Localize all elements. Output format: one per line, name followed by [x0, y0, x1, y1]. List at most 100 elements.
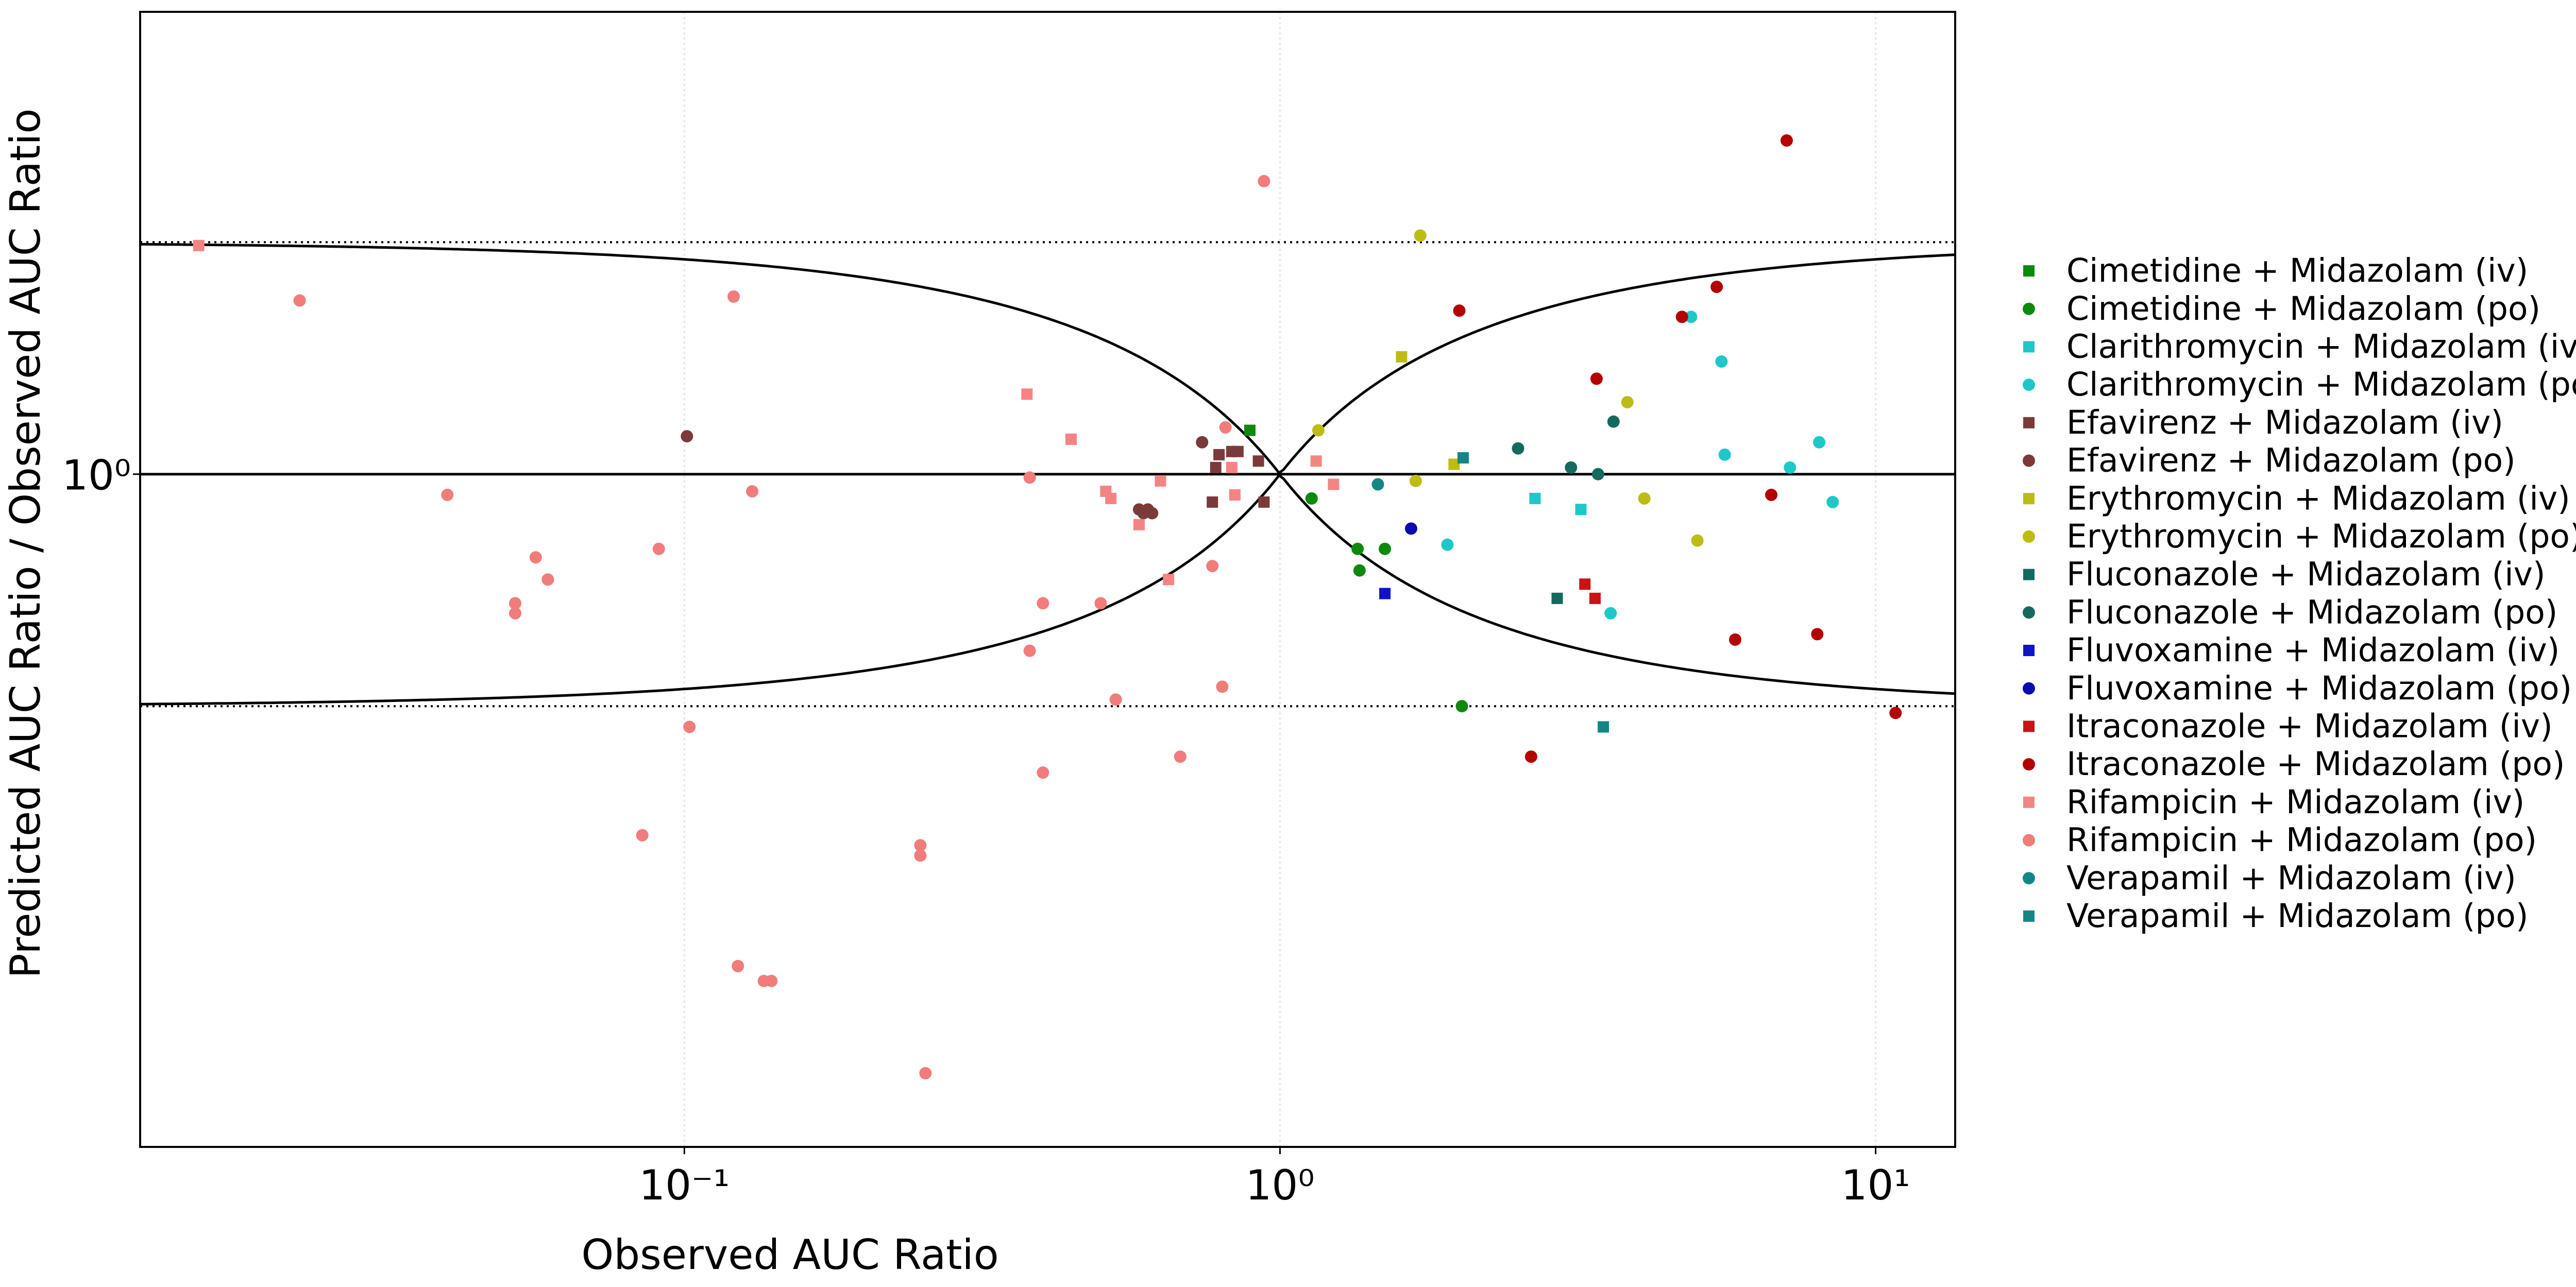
- point: [1258, 175, 1270, 187]
- point: [1529, 492, 1541, 504]
- x-tick-label: 10⁰: [1246, 1161, 1315, 1209]
- legend-marker: [2023, 493, 2035, 505]
- point: [1512, 442, 1524, 455]
- point: [1441, 538, 1454, 551]
- x-tick-label: 10¹: [1841, 1161, 1910, 1209]
- guest-curve: [140, 473, 1956, 706]
- legend-label: Verapamil + Midazolam (iv): [2066, 859, 2516, 897]
- point: [732, 959, 744, 972]
- legend-marker: [2023, 872, 2035, 885]
- point: [293, 294, 306, 307]
- point: [1718, 448, 1731, 461]
- legend-marker: [2023, 645, 2035, 656]
- point: [1575, 504, 1587, 516]
- y-axis-label: Predicted AUC Ratio / Observed AUC Ratio: [2, 108, 49, 978]
- point: [193, 239, 205, 251]
- legend-label: Erythromycin + Midazolam (iv): [2066, 479, 2570, 517]
- point: [1351, 542, 1364, 555]
- point: [1813, 436, 1826, 449]
- point: [1312, 424, 1325, 437]
- point: [1551, 592, 1563, 604]
- point: [1590, 372, 1603, 385]
- point: [1811, 628, 1824, 641]
- point: [1226, 461, 1238, 473]
- point: [1455, 700, 1468, 713]
- point: [914, 839, 927, 852]
- y-tick-label: 10⁰: [62, 452, 131, 500]
- point: [1229, 489, 1241, 501]
- point: [509, 597, 521, 610]
- legend-marker: [2023, 834, 2035, 847]
- point: [1244, 424, 1256, 436]
- point: [1210, 461, 1222, 473]
- legend-label: Fluvoxamine + Midazolam (iv): [2066, 631, 2560, 669]
- point: [1457, 452, 1469, 464]
- legend-marker: [2023, 417, 2035, 428]
- plot-frame: [139, 11, 1956, 1148]
- point: [914, 849, 927, 862]
- legend-label: Fluconazole + Midazolam (iv): [2066, 556, 2546, 593]
- legend-marker: [2023, 302, 2035, 315]
- point: [1207, 496, 1218, 508]
- legend-marker: [2023, 682, 2035, 695]
- point: [1206, 560, 1219, 573]
- legend-marker: [2023, 910, 2035, 922]
- point: [1621, 396, 1634, 408]
- point: [1252, 455, 1264, 467]
- legend-marker: [2023, 606, 2035, 619]
- point: [1638, 492, 1651, 505]
- point: [1109, 693, 1122, 706]
- legend-label: Verapamil + Midazolam (po): [2066, 897, 2529, 935]
- legend-label: Efavirenz + Midazolam (po): [2066, 442, 2516, 479]
- point: [1715, 355, 1728, 368]
- point: [1579, 578, 1591, 590]
- legend-label: Fluvoxamine + Midazolam (po): [2066, 670, 2572, 707]
- point: [1589, 592, 1601, 604]
- point: [1021, 388, 1033, 400]
- point: [1598, 721, 1609, 733]
- legend-label: Clarithromycin + Midazolam (iv): [2066, 328, 2576, 365]
- point: [1216, 680, 1229, 693]
- point: [1524, 750, 1537, 763]
- point: [1023, 471, 1036, 484]
- point: [509, 607, 521, 620]
- point: [1371, 478, 1384, 491]
- point: [529, 551, 542, 564]
- legend-marker: [2023, 530, 2035, 543]
- point: [441, 488, 454, 501]
- legend-label: Clarithromycin + Midazolam (po): [2066, 366, 2576, 403]
- legend-label: Cimetidine + Midazolam (iv): [2066, 252, 2528, 289]
- point: [1826, 495, 1839, 508]
- legend-marker: [2023, 720, 2035, 732]
- point: [919, 1067, 932, 1079]
- point: [1675, 311, 1688, 323]
- point: [1305, 492, 1318, 505]
- point: [1196, 436, 1209, 449]
- point: [1037, 766, 1049, 779]
- point: [1213, 449, 1225, 460]
- point: [1146, 507, 1159, 520]
- legend-label: Rifampicin + Midazolam (po): [2066, 821, 2537, 859]
- legend-marker: [2023, 796, 2035, 808]
- legend-label: Fluconazole + Midazolam (po): [2066, 593, 2557, 631]
- point: [765, 974, 778, 987]
- point: [746, 485, 759, 498]
- point: [1155, 475, 1166, 487]
- point: [1404, 522, 1417, 535]
- point: [1328, 478, 1340, 490]
- point: [1604, 607, 1617, 620]
- point: [1219, 421, 1232, 434]
- legend-label: Erythromycin + Midazolam (po): [2066, 518, 2576, 555]
- guest-curve: [140, 243, 1956, 475]
- point: [683, 720, 696, 733]
- legend-label: Efavirenz + Midazolam (iv): [2066, 404, 2503, 441]
- legend-marker: [2023, 454, 2035, 467]
- point: [1565, 461, 1578, 474]
- point: [1728, 633, 1741, 646]
- point: [1310, 455, 1322, 467]
- legend-label: Cimetidine + Midazolam (po): [2066, 290, 2540, 328]
- point: [1710, 281, 1723, 294]
- point: [1258, 496, 1270, 508]
